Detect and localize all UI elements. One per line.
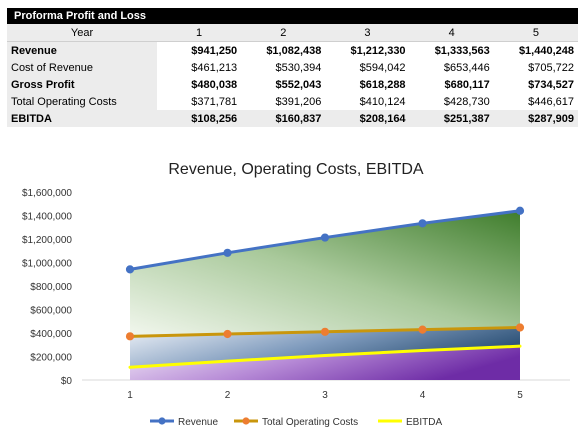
revenue-area: [130, 210, 520, 337]
value-cell: $251,387: [409, 110, 494, 127]
value-cell: $552,043: [275, 78, 322, 91]
row-label: EBITDA: [7, 110, 157, 127]
y-tick-label: $1,200,000: [22, 235, 72, 246]
x-tick-label: 1: [127, 390, 133, 401]
value-cell: $480,038: [191, 78, 238, 91]
y-tick-label: $1,000,000: [22, 259, 72, 270]
y-tick-label: $600,000: [30, 306, 72, 317]
y-tick-label: $1,400,000: [22, 212, 72, 223]
x-tick-label: 3: [322, 390, 328, 401]
value-cell: $1,440,248: [518, 44, 574, 57]
y-tick-label: $400,000: [30, 329, 72, 340]
revenue-point: [418, 219, 427, 228]
total-operating-costs-point: [515, 323, 525, 332]
year-header-cell: 1: [157, 24, 242, 42]
x-tick-label: 4: [420, 390, 426, 401]
year-header-cell: 4: [409, 24, 494, 42]
value-cell: $1,212,330: [350, 44, 406, 57]
sheet-title: Proforma Profit and Loss: [7, 8, 578, 24]
value-cell: $530,394: [275, 61, 322, 74]
total-operating-costs-point: [418, 325, 427, 334]
row-label: Gross Profit: [7, 76, 157, 93]
ebitda-area: [130, 346, 520, 380]
y-tick-label: $800,000: [30, 282, 72, 293]
table-row: Total Operating Costs $371,781 $391,206 $41…: [7, 93, 578, 110]
legend-marker-total-operating-costs: [242, 417, 250, 425]
legend-marker-revenue: [158, 417, 166, 425]
year-header-cell: 2: [241, 24, 326, 42]
profit-loss-table: Year 1 2 3 4 5 Revenue $941,250 $1,082,438 $1,212…: [7, 24, 578, 127]
y-tick-label: $200,000: [30, 353, 72, 364]
value-cell: $410,124: [359, 95, 406, 108]
value-cell: $446,617: [528, 95, 574, 108]
y-tick-label: $0: [61, 376, 73, 387]
value-cell: $705,722: [528, 61, 574, 74]
chart-legend: Revenue Total Operating Costs EBITDA: [150, 417, 442, 428]
legend-label: Total Operating Costs: [262, 417, 358, 428]
year-header-cell: 3: [325, 24, 410, 42]
value-cell: $941,250: [191, 44, 238, 57]
value-cell: $594,042: [359, 61, 406, 74]
value-cell: $428,730: [443, 95, 490, 108]
revenue-point: [125, 265, 135, 274]
y-tick-label: $1,600,000: [22, 188, 72, 199]
year-header-cell: 5: [493, 24, 578, 42]
value-cell: $1,333,563: [434, 44, 490, 57]
ebitda-line: [128, 344, 522, 369]
year-header-label: Year: [7, 24, 157, 42]
revenue-chart: Revenue, Operating Costs, EBITDA $0 $200,…: [22, 161, 570, 428]
value-cell: $1,082,438: [266, 44, 322, 57]
value-cell: $208,164: [325, 110, 410, 127]
x-tick-label: 5: [517, 390, 523, 401]
value-cell: $680,117: [444, 78, 490, 91]
revenue-point: [320, 233, 330, 242]
table-row: Gross Profit $480,038 $552,043 $618,288 $680…: [7, 76, 578, 93]
legend-label: Revenue: [178, 417, 218, 428]
revenue-point: [223, 248, 232, 257]
value-cell: $391,206: [275, 95, 322, 108]
value-cell: $108,256: [157, 110, 242, 127]
proforma-sheet: Proforma Profit and Loss Year 1 2 3 4 5 Revenu…: [7, 8, 578, 127]
value-cell: $160,837: [241, 110, 326, 127]
chart-title: Revenue, Operating Costs, EBITDA: [168, 161, 424, 178]
value-cell: $371,781: [191, 95, 238, 108]
row-label: Cost of Revenue: [7, 59, 157, 76]
total-operating-costs-point: [320, 327, 330, 336]
value-cell: $618,288: [359, 78, 406, 91]
revenue-point: [515, 206, 525, 215]
value-cell: $461,213: [191, 61, 238, 74]
value-cell: $287,909: [493, 110, 578, 127]
value-cell: $653,446: [443, 61, 490, 74]
x-tick-label: 2: [225, 390, 231, 401]
total-operating-costs-point: [125, 332, 135, 341]
row-label: Revenue: [7, 41, 157, 59]
legend-label: EBITDA: [406, 417, 442, 428]
table-row: Revenue $941,250 $1,082,438 $1,212,330 $1,33…: [7, 41, 578, 59]
table-header-row: Year 1 2 3 4 5: [7, 24, 578, 42]
table-row: Cost of Revenue $461,213 $530,394 $594,042 $…: [7, 59, 578, 76]
value-cell: $734,527: [528, 78, 574, 91]
table-row: EBITDA $108,256 $160,837 $208,164 $251,387 $2…: [7, 110, 578, 127]
total-operating-costs-point: [223, 329, 232, 339]
row-label: Total Operating Costs: [7, 93, 157, 110]
